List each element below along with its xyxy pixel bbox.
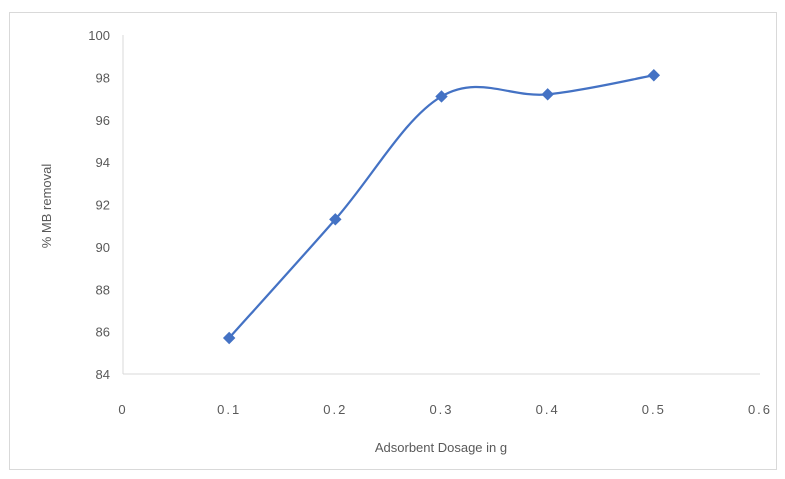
tick-labels: 84 86 88 90 92 94 96 98 100 0 0.1 0.2 0.3 0.4 0.5 0.6 <box>88 28 772 417</box>
x-tick-label: 0 <box>118 402 127 417</box>
data-point-marker <box>222 331 236 345</box>
x-tick-label: 0.6 <box>748 402 772 417</box>
y-tick-label: 94 <box>96 155 110 170</box>
y-tick-label: 100 <box>88 28 110 43</box>
y-tick-label: 86 <box>96 325 110 340</box>
y-tick-label: 88 <box>96 282 110 297</box>
data-point-marker <box>329 213 342 226</box>
x-axis-title: Adsorbent Dosage in g <box>375 440 507 455</box>
data-point-marker <box>435 90 448 103</box>
y-tick-label: 98 <box>96 70 110 85</box>
series-line <box>228 74 655 339</box>
x-tick-label: 0.2 <box>323 402 347 417</box>
y-tick-label: 96 <box>96 113 110 128</box>
axis-titles: Adsorbent Dosage in g % MB removal <box>39 164 507 455</box>
chart-frame <box>9 12 777 470</box>
x-tick-label: 0.3 <box>429 402 453 417</box>
series-layer <box>222 69 661 345</box>
y-axis-title: % MB removal <box>39 164 54 249</box>
y-tick-label: 84 <box>96 367 110 382</box>
axes-layer <box>122 35 760 375</box>
x-tick-label: 0.5 <box>642 402 666 417</box>
y-tick-label: 90 <box>96 240 110 255</box>
data-point-marker <box>541 88 554 101</box>
x-tick-label: 0.4 <box>536 402 560 417</box>
data-point-marker <box>647 69 661 82</box>
x-tick-label: 0.1 <box>217 402 241 417</box>
y-tick-label: 92 <box>96 198 110 213</box>
